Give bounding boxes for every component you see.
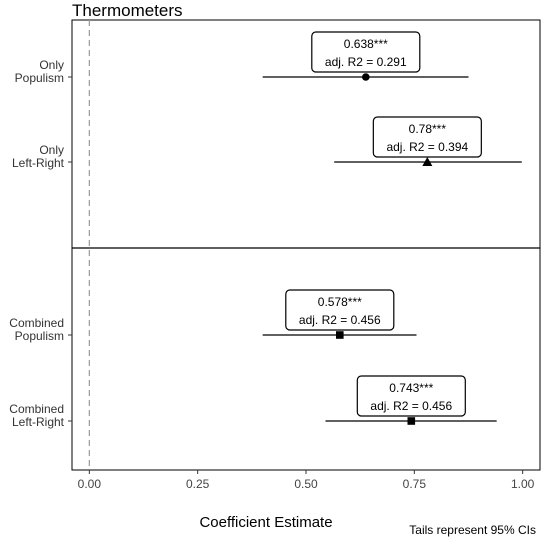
- chart-title: Thermometers: [72, 1, 183, 20]
- x-tick-label: 0.75: [403, 477, 427, 491]
- x-tick-label: 0.25: [186, 477, 210, 491]
- estimate-value-label: 0.78***: [409, 122, 447, 136]
- y-tick-label: Combined Populism: [9, 316, 64, 343]
- r2-value-label: adj. R2 = 0.456: [299, 313, 381, 327]
- x-tick-label: 0.50: [294, 477, 318, 491]
- r2-value-label: adj. R2 = 0.394: [386, 140, 468, 154]
- y-tick-label: Only Populism: [15, 58, 64, 85]
- estimate-label-box: [285, 289, 395, 331]
- x-axis-label: Coefficient Estimate: [199, 514, 332, 531]
- footnote: Tails represent 95% CIs: [409, 523, 536, 537]
- x-tick-label: 1.00: [511, 477, 535, 491]
- estimate-value-label: 0.743***: [389, 381, 433, 395]
- estimate-value-label: 0.578***: [318, 295, 362, 309]
- estimate-label-box: [311, 31, 421, 73]
- estimate-point: [407, 417, 416, 425]
- estimate-label-box: [372, 116, 482, 158]
- plot-frame: [71, 19, 541, 471]
- estimate-point: [422, 157, 433, 166]
- r2-value-label: adj. R2 = 0.291: [325, 55, 407, 69]
- estimate-point: [336, 331, 344, 339]
- r2-value-label: adj. R2 = 0.456: [370, 399, 452, 413]
- y-tick-label: Only Left-Right: [12, 143, 65, 170]
- estimate-label-box: [356, 375, 466, 417]
- estimate-value-label: 0.638***: [344, 37, 388, 51]
- plot-area: 0.00 0.25 0.50 0.75 1.00 Only Populism 0.638***…: [9, 19, 541, 491]
- y-tick-label: Combined Left-Right: [9, 402, 64, 429]
- estimate-point: [362, 73, 370, 81]
- x-tick-label: 0.00: [78, 477, 102, 491]
